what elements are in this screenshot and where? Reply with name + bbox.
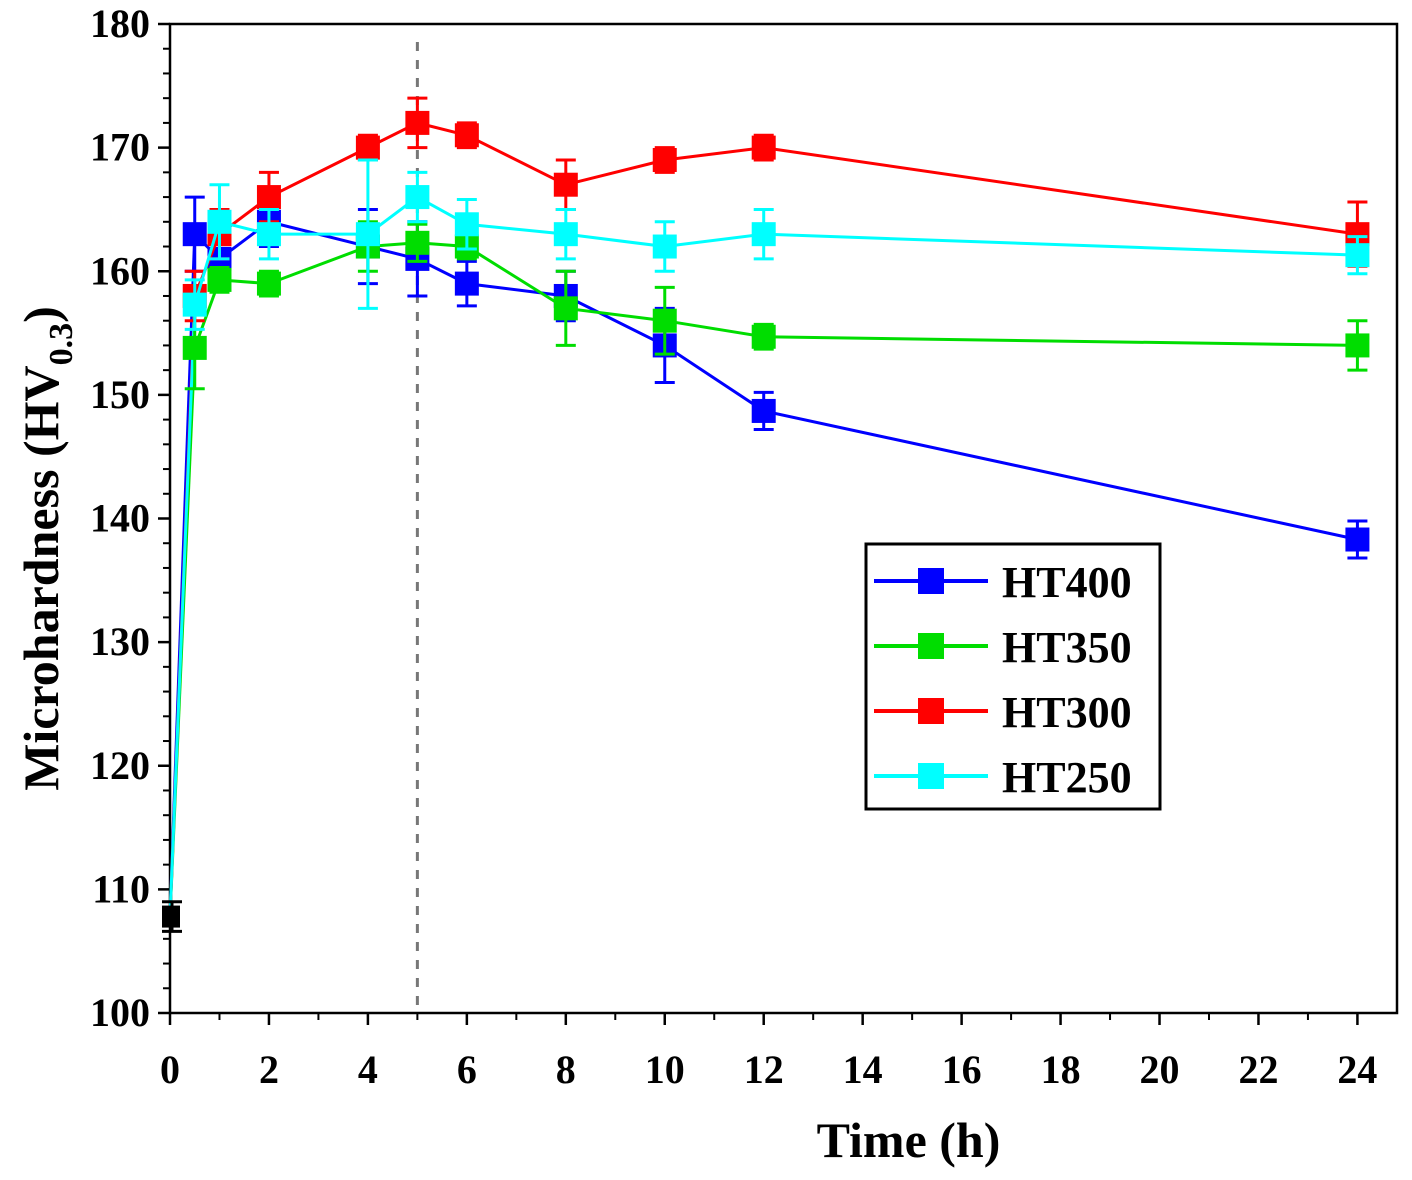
HT250-line bbox=[193, 195, 1358, 306]
legend-box bbox=[864, 542, 1162, 811]
initial-point-marker bbox=[162, 905, 180, 928]
HT250-point-marker bbox=[751, 222, 776, 247]
x-tick-label: 22 bbox=[1238, 1047, 1278, 1092]
axes: 0 2 4 6 8 10 12 14 16 18 20 22 241001101201301401501… bbox=[13, 1, 1399, 1168]
HT350-point-marker bbox=[652, 308, 677, 333]
HT250-point-marker bbox=[207, 209, 232, 234]
y-tick-label: 120 bbox=[90, 743, 150, 788]
HT250-point-marker bbox=[1345, 243, 1370, 268]
y-axis-title-main: Microhardness (HV bbox=[13, 365, 69, 790]
x-tick-label: 16 bbox=[942, 1047, 982, 1092]
HT350-point-marker bbox=[751, 324, 776, 349]
y-tick-label: 180 bbox=[90, 1, 150, 46]
x-tick-label: 10 bbox=[645, 1047, 685, 1092]
series-layer bbox=[162, 96, 1370, 933]
y-tick-label: 130 bbox=[90, 619, 150, 664]
HT300-point-marker bbox=[454, 123, 479, 148]
HT400-point-marker bbox=[1345, 527, 1370, 552]
legend-label: HT250 bbox=[1002, 753, 1132, 802]
HT300-point-marker bbox=[652, 147, 677, 172]
y-tick-label: 150 bbox=[90, 372, 150, 417]
legend-entry-HT350: HT350 bbox=[874, 623, 1132, 672]
HT300-point-marker bbox=[553, 172, 578, 197]
HT250-point-marker bbox=[182, 292, 207, 317]
y-tick-label: 140 bbox=[90, 496, 150, 541]
legend-marker bbox=[918, 763, 944, 789]
HT300-point-marker bbox=[256, 185, 281, 210]
HT350-point-marker bbox=[1345, 333, 1370, 358]
y-axis-title: Microhardness (HV0.3) bbox=[13, 306, 80, 791]
HT250-point-marker bbox=[652, 234, 677, 259]
HT400-point-marker bbox=[454, 271, 479, 296]
legend-entry-HT300: HT300 bbox=[874, 688, 1132, 737]
HT300-point-marker bbox=[751, 135, 776, 160]
HT250-point-marker bbox=[256, 222, 281, 247]
HT350-point-marker bbox=[182, 335, 207, 360]
HT350-point-marker bbox=[207, 267, 232, 292]
HT400-line bbox=[193, 220, 1358, 541]
x-axis-title: Time (h) bbox=[817, 1112, 1001, 1168]
HT250-point-marker bbox=[405, 185, 430, 210]
legend-marker bbox=[918, 698, 944, 724]
x-tick-label: 0 bbox=[160, 1047, 180, 1092]
HT350-point-marker bbox=[256, 271, 281, 296]
legend-entry-HT250: HT250 bbox=[874, 753, 1132, 802]
legend-marker bbox=[918, 633, 944, 659]
HT250-point-marker bbox=[553, 222, 578, 247]
HT350-point-marker bbox=[553, 296, 578, 321]
x-tick-label: 14 bbox=[843, 1047, 883, 1092]
y-axis-title-close: ) bbox=[13, 306, 69, 323]
HT300-line bbox=[193, 121, 1358, 297]
legend-label: HT300 bbox=[1002, 688, 1132, 737]
y-tick-label: 110 bbox=[92, 866, 150, 911]
y-tick-label: 170 bbox=[90, 125, 150, 170]
x-tick-label: 4 bbox=[358, 1047, 378, 1092]
x-tick-label: 6 bbox=[457, 1047, 477, 1092]
legend-marker bbox=[918, 568, 944, 594]
plot-frame bbox=[168, 22, 1399, 1015]
series-HT250 bbox=[182, 158, 1370, 331]
HT350-point-marker bbox=[405, 230, 430, 255]
x-tick-label: 12 bbox=[744, 1047, 784, 1092]
x-tick-label: 2 bbox=[259, 1047, 279, 1092]
HT400-point-marker bbox=[751, 398, 776, 423]
x-tick-label: 20 bbox=[1140, 1047, 1180, 1092]
legend-label: HT350 bbox=[1002, 623, 1132, 672]
x-tick-label: 18 bbox=[1041, 1047, 1081, 1092]
legend-label: HT400 bbox=[1002, 558, 1132, 607]
HT300-point-marker bbox=[405, 110, 430, 135]
legend: HT400 HT350 HT300 HT250 bbox=[864, 542, 1162, 811]
x-tick-label: 24 bbox=[1337, 1047, 1377, 1092]
x-tick-label: 8 bbox=[556, 1047, 576, 1092]
HT250-point-marker bbox=[454, 212, 479, 237]
series-HT350 bbox=[182, 220, 1370, 391]
y-axis-title-subscript: 0.3 bbox=[43, 323, 80, 366]
legend-entry-HT400: HT400 bbox=[874, 558, 1132, 607]
y-tick-label: 100 bbox=[90, 990, 150, 1035]
HT350-line bbox=[193, 241, 1358, 349]
y-tick-label: 160 bbox=[90, 248, 150, 293]
HT250-initial-segment bbox=[168, 304, 197, 917]
HT300-point-marker bbox=[355, 135, 380, 160]
HT250-point-marker bbox=[355, 222, 380, 247]
HT400-point-marker bbox=[182, 222, 207, 247]
